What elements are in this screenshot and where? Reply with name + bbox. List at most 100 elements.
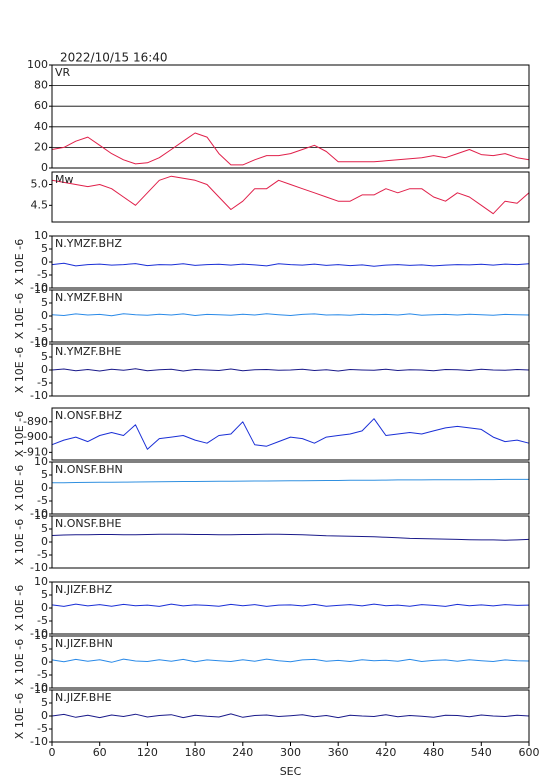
y-tick-label: 100 — [27, 58, 48, 71]
y-tick-label: 60 — [34, 99, 48, 112]
y-tick-label: 5.0 — [31, 178, 49, 191]
y-tick-label: -5 — [37, 494, 48, 507]
x-tick-label: 600 — [519, 746, 540, 759]
y-tick-label: -10 — [30, 507, 48, 520]
y-tick-label: -5 — [37, 268, 48, 281]
x-tick-label: 240 — [232, 746, 253, 759]
y-tick-label: -10 — [30, 627, 48, 640]
y-tick-label: 80 — [34, 79, 48, 92]
panel-label: N.ONSF.BHZ — [55, 409, 122, 422]
y-tick-label: 0 — [41, 655, 48, 668]
y-tick-label: 10 — [34, 337, 48, 350]
x-tick-label: 0 — [49, 746, 56, 759]
y-tick-label: -5 — [37, 722, 48, 735]
panel-frame — [51, 581, 530, 635]
y-tick-label: 10 — [34, 575, 48, 588]
y-tick-label: -10 — [30, 335, 48, 348]
y-tick-label: -5 — [37, 376, 48, 389]
panel-frame — [51, 461, 530, 515]
y-tick-label: 0 — [41, 601, 48, 614]
y-tick-label: 10 — [34, 629, 48, 642]
x-tick-label: 420 — [375, 746, 396, 759]
panel-label: Mw — [55, 173, 74, 186]
x-tick-label: 60 — [93, 746, 107, 759]
y-tick-label: 40 — [34, 120, 48, 133]
y-tick-label: 5 — [41, 468, 48, 481]
y-tick-label: -10 — [30, 681, 48, 694]
y-tick-label: -5 — [37, 322, 48, 335]
y-tick-label: 10 — [34, 229, 48, 242]
y-tick-label: 0 — [41, 535, 48, 548]
y-tick-label: 10 — [34, 683, 48, 696]
y-tick-label: -10 — [30, 735, 48, 748]
panel-frame — [51, 635, 530, 689]
x-tick-label: 120 — [137, 746, 158, 759]
y-tick-label: 5 — [41, 696, 48, 709]
panel-label: N.JIZF.BHN — [55, 637, 113, 650]
trace — [51, 132, 530, 166]
panel-label: N.ONSF.BHN — [55, 463, 123, 476]
y-tick-label: 20 — [34, 140, 48, 153]
panel-label: N.YMZF.BHZ — [55, 237, 122, 250]
x-tick-label: 180 — [185, 746, 206, 759]
x-tick-label: 300 — [280, 746, 301, 759]
chart-title: 2022/10/15 16:40 — [60, 51, 168, 65]
y-tick-label: -900 — [23, 430, 48, 443]
panel-frame — [51, 515, 530, 569]
y-tick-label: 5 — [41, 350, 48, 363]
trace — [51, 368, 530, 372]
y-axis-label: X 10E -6 — [13, 411, 26, 457]
x-axis-label: SEC — [280, 765, 302, 778]
y-tick-label: 10 — [34, 455, 48, 468]
y-tick-label: 5 — [41, 588, 48, 601]
y-tick-label: 0 — [41, 161, 48, 174]
panel-label: N.ONSF.BHE — [55, 517, 121, 530]
y-tick-label: -10 — [30, 389, 48, 402]
trace — [51, 603, 530, 607]
y-tick-label: 0 — [41, 481, 48, 494]
y-tick-label: -5 — [37, 668, 48, 681]
panel-label: N.YMZF.BHN — [55, 291, 123, 304]
trace — [51, 313, 530, 317]
y-tick-label: -890 — [23, 415, 48, 428]
y-tick-label: 10 — [34, 283, 48, 296]
panel-label: N.JIZF.BHE — [55, 691, 112, 704]
trace — [51, 418, 530, 450]
y-axis-label: X 10E -6 — [13, 239, 26, 285]
y-axis-label: X 10E -6 — [13, 639, 26, 685]
trace — [51, 262, 530, 267]
x-tick-label: 540 — [471, 746, 492, 759]
y-tick-label: 0 — [41, 255, 48, 268]
x-tick-label: 360 — [328, 746, 349, 759]
x-tick-label: 480 — [423, 746, 444, 759]
y-tick-label: 5 — [41, 522, 48, 535]
y-tick-label: -10 — [30, 561, 48, 574]
trace — [51, 713, 530, 719]
y-tick-label: -10 — [30, 281, 48, 294]
y-tick-label: -5 — [37, 614, 48, 627]
panel-label: N.YMZF.BHE — [55, 345, 121, 358]
y-axis-label: X 10E -6 — [13, 347, 26, 393]
y-tick-label: -5 — [37, 548, 48, 561]
panel-label: VR — [55, 66, 71, 79]
trace — [51, 658, 530, 663]
y-tick-label: 10 — [34, 509, 48, 522]
panel-frame — [51, 64, 530, 169]
y-tick-label: -910 — [23, 445, 48, 458]
y-axis-label: X 10E -6 — [13, 293, 26, 339]
panel-frame — [51, 171, 530, 223]
trace — [51, 175, 530, 215]
y-tick-label: 5 — [41, 642, 48, 655]
y-tick-label: 0 — [41, 309, 48, 322]
y-axis-label: X 10E -6 — [13, 585, 26, 631]
y-axis-label: X 10E -6 — [13, 519, 26, 565]
y-axis-label: X 10E -6 — [13, 693, 26, 739]
y-axis-label: X 10E -6 — [13, 465, 26, 511]
panel-frame — [51, 407, 530, 461]
panel-label: N.JIZF.BHZ — [55, 583, 113, 596]
panel-frame — [51, 235, 530, 289]
y-tick-label: 4.5 — [31, 198, 49, 211]
panel-frame — [51, 289, 530, 343]
